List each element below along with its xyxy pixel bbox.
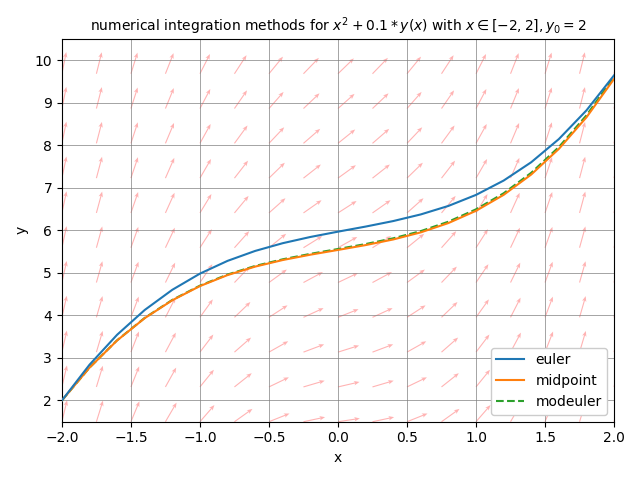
euler xyxy=(196,271,204,276)
euler xyxy=(224,258,232,264)
midpoint xyxy=(196,283,204,289)
midpoint xyxy=(279,257,287,263)
euler xyxy=(445,203,452,209)
modeuler xyxy=(279,256,287,262)
modeuler xyxy=(141,315,148,321)
midpoint xyxy=(58,397,66,403)
midpoint xyxy=(224,272,232,278)
euler xyxy=(141,307,148,313)
midpoint xyxy=(445,220,452,226)
euler xyxy=(279,240,287,246)
Line: euler: euler xyxy=(62,75,614,400)
modeuler xyxy=(417,228,425,234)
modeuler xyxy=(252,263,259,269)
modeuler xyxy=(362,241,369,247)
midpoint xyxy=(472,208,480,214)
Line: midpoint: midpoint xyxy=(62,79,614,400)
euler xyxy=(307,234,314,240)
midpoint xyxy=(500,192,508,198)
Legend: euler, midpoint, modeuler: euler, midpoint, modeuler xyxy=(491,348,607,415)
midpoint xyxy=(362,242,369,248)
modeuler xyxy=(472,206,480,212)
midpoint xyxy=(527,172,535,178)
midpoint xyxy=(307,252,314,258)
Y-axis label: y: y xyxy=(15,226,29,234)
midpoint xyxy=(610,76,618,82)
midpoint xyxy=(555,146,563,152)
euler xyxy=(334,229,342,235)
midpoint xyxy=(417,229,425,235)
Title: numerical integration methods for $x^2 + 0.1 * y(x)$ with $x \in [-2, 2], y_0 = : numerical integration methods for $x^2 +… xyxy=(90,15,586,36)
midpoint xyxy=(252,264,259,269)
midpoint xyxy=(582,114,590,120)
modeuler xyxy=(86,365,93,371)
euler xyxy=(582,108,590,113)
midpoint xyxy=(389,237,397,242)
X-axis label: x: x xyxy=(334,451,342,465)
euler xyxy=(527,159,535,165)
midpoint xyxy=(168,297,176,303)
euler xyxy=(362,224,369,229)
midpoint xyxy=(86,365,93,371)
modeuler xyxy=(196,283,204,288)
euler xyxy=(472,192,480,198)
modeuler xyxy=(389,236,397,241)
euler xyxy=(389,218,397,224)
euler xyxy=(555,136,563,142)
midpoint xyxy=(334,247,342,253)
Line: modeuler: modeuler xyxy=(62,77,614,400)
modeuler xyxy=(307,251,314,257)
euler xyxy=(417,212,425,217)
modeuler xyxy=(610,74,618,80)
modeuler xyxy=(582,112,590,118)
euler xyxy=(252,248,259,254)
euler xyxy=(168,287,176,293)
modeuler xyxy=(334,246,342,252)
modeuler xyxy=(500,191,508,196)
modeuler xyxy=(445,219,452,225)
midpoint xyxy=(113,337,121,343)
modeuler xyxy=(555,144,563,150)
euler xyxy=(113,332,121,337)
euler xyxy=(610,72,618,78)
modeuler xyxy=(168,297,176,303)
modeuler xyxy=(224,272,232,277)
euler xyxy=(58,397,66,403)
euler xyxy=(500,178,508,183)
modeuler xyxy=(58,397,66,403)
modeuler xyxy=(113,337,121,343)
modeuler xyxy=(527,170,535,176)
midpoint xyxy=(141,315,148,321)
euler xyxy=(86,362,93,368)
